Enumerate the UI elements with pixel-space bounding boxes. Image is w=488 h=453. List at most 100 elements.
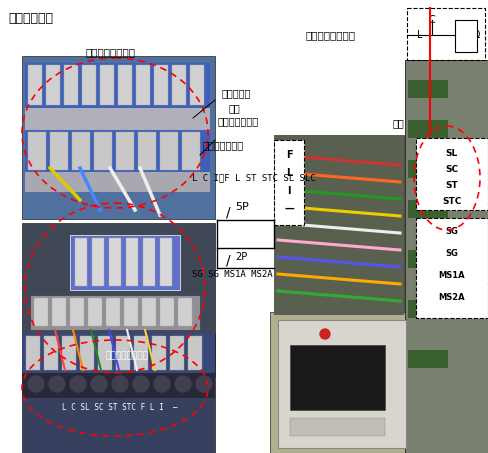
Text: ST: ST <box>445 180 457 189</box>
Text: 集合玄関機より: 集合玄関機より <box>203 140 244 150</box>
Text: MS2A: MS2A <box>438 294 465 303</box>
Text: SG: SG <box>445 250 458 259</box>
Circle shape <box>154 376 170 392</box>
Text: インターホン子機: インターホン子機 <box>105 352 148 361</box>
Text: インターホンへ: インターホンへ <box>218 116 259 126</box>
Text: 圧着: 圧着 <box>392 118 404 128</box>
Bar <box>407 160 447 178</box>
Bar <box>178 298 192 326</box>
Circle shape <box>91 376 107 392</box>
Bar <box>190 65 203 105</box>
Text: F: F <box>285 150 292 160</box>
Text: L C SL SC ST STC F L I  —: L C SL SC ST STC F L I — <box>62 404 178 413</box>
Bar <box>64 65 78 105</box>
Text: /: / <box>225 253 230 267</box>
Bar <box>88 298 102 326</box>
Bar <box>22 333 215 373</box>
Bar <box>25 172 209 192</box>
Bar <box>92 238 104 286</box>
Text: Ω: Ω <box>471 30 479 40</box>
Text: STC: STC <box>442 197 461 206</box>
Bar <box>52 298 66 326</box>
Bar <box>82 65 96 105</box>
Bar <box>70 235 180 290</box>
Bar <box>124 298 138 326</box>
Bar <box>407 200 447 218</box>
Bar <box>415 218 487 318</box>
Bar <box>170 336 183 370</box>
Bar <box>116 336 130 370</box>
Bar <box>94 132 112 170</box>
Text: 5P: 5P <box>235 202 248 212</box>
Bar <box>160 298 174 326</box>
Bar <box>404 60 488 453</box>
Bar <box>172 65 185 105</box>
Bar <box>407 300 447 318</box>
Bar <box>34 298 48 326</box>
Bar <box>415 138 487 210</box>
Bar <box>25 63 209 108</box>
Bar <box>407 120 447 138</box>
Bar <box>72 132 90 170</box>
Bar <box>22 56 215 219</box>
Bar <box>160 132 178 170</box>
Bar <box>278 320 405 448</box>
Circle shape <box>112 376 128 392</box>
Bar <box>289 345 384 410</box>
Bar <box>80 336 94 370</box>
Circle shape <box>70 376 86 392</box>
Circle shape <box>175 376 191 392</box>
Bar <box>407 80 447 98</box>
Text: MS1A: MS1A <box>438 271 465 280</box>
Text: C: C <box>428 15 434 25</box>
Text: —: — <box>284 204 293 214</box>
Bar <box>100 65 114 105</box>
Text: 住戸: 住戸 <box>228 103 240 113</box>
Bar <box>25 108 209 130</box>
Bar <box>116 132 134 170</box>
Bar <box>136 65 150 105</box>
Bar <box>126 238 138 286</box>
Bar <box>30 295 200 330</box>
Bar <box>154 65 168 105</box>
Bar <box>25 130 209 172</box>
Text: 2P: 2P <box>235 252 247 262</box>
Bar <box>142 238 155 286</box>
Bar <box>28 65 42 105</box>
Bar <box>50 132 68 170</box>
Text: L C I－F L ST STC SL SLC: L C I－F L ST STC SL SLC <box>192 173 315 182</box>
Text: I: I <box>286 186 290 196</box>
Bar <box>62 336 76 370</box>
Text: 映像分岐器: 映像分岐器 <box>222 88 251 98</box>
Bar <box>44 336 58 370</box>
Text: /: / <box>225 205 230 219</box>
Bar <box>160 238 172 286</box>
Bar <box>118 65 132 105</box>
Bar <box>22 333 215 453</box>
Bar <box>152 336 165 370</box>
Bar <box>109 238 121 286</box>
Bar <box>187 336 202 370</box>
Circle shape <box>28 376 44 392</box>
Text: インターホン子機: インターホン子機 <box>85 47 135 57</box>
Bar <box>407 350 447 368</box>
Bar <box>98 336 112 370</box>
Bar <box>46 65 60 105</box>
Bar <box>22 223 215 376</box>
Bar <box>406 8 484 60</box>
Bar <box>273 135 403 315</box>
Bar <box>289 418 384 436</box>
Text: SG SG MS1A MS2A: SG SG MS1A MS2A <box>192 270 272 279</box>
Bar <box>106 298 120 326</box>
Text: SG: SG <box>445 227 458 236</box>
Bar <box>273 140 304 225</box>
Text: インターホン内部: インターホン内部 <box>305 30 354 40</box>
Bar <box>28 132 46 170</box>
Bar <box>269 312 412 453</box>
Bar <box>134 336 148 370</box>
Bar <box>22 373 215 398</box>
Text: 図　８５－７: 図 ８５－７ <box>8 12 53 25</box>
Bar <box>407 250 447 268</box>
Text: SL: SL <box>445 149 457 158</box>
Circle shape <box>133 376 149 392</box>
